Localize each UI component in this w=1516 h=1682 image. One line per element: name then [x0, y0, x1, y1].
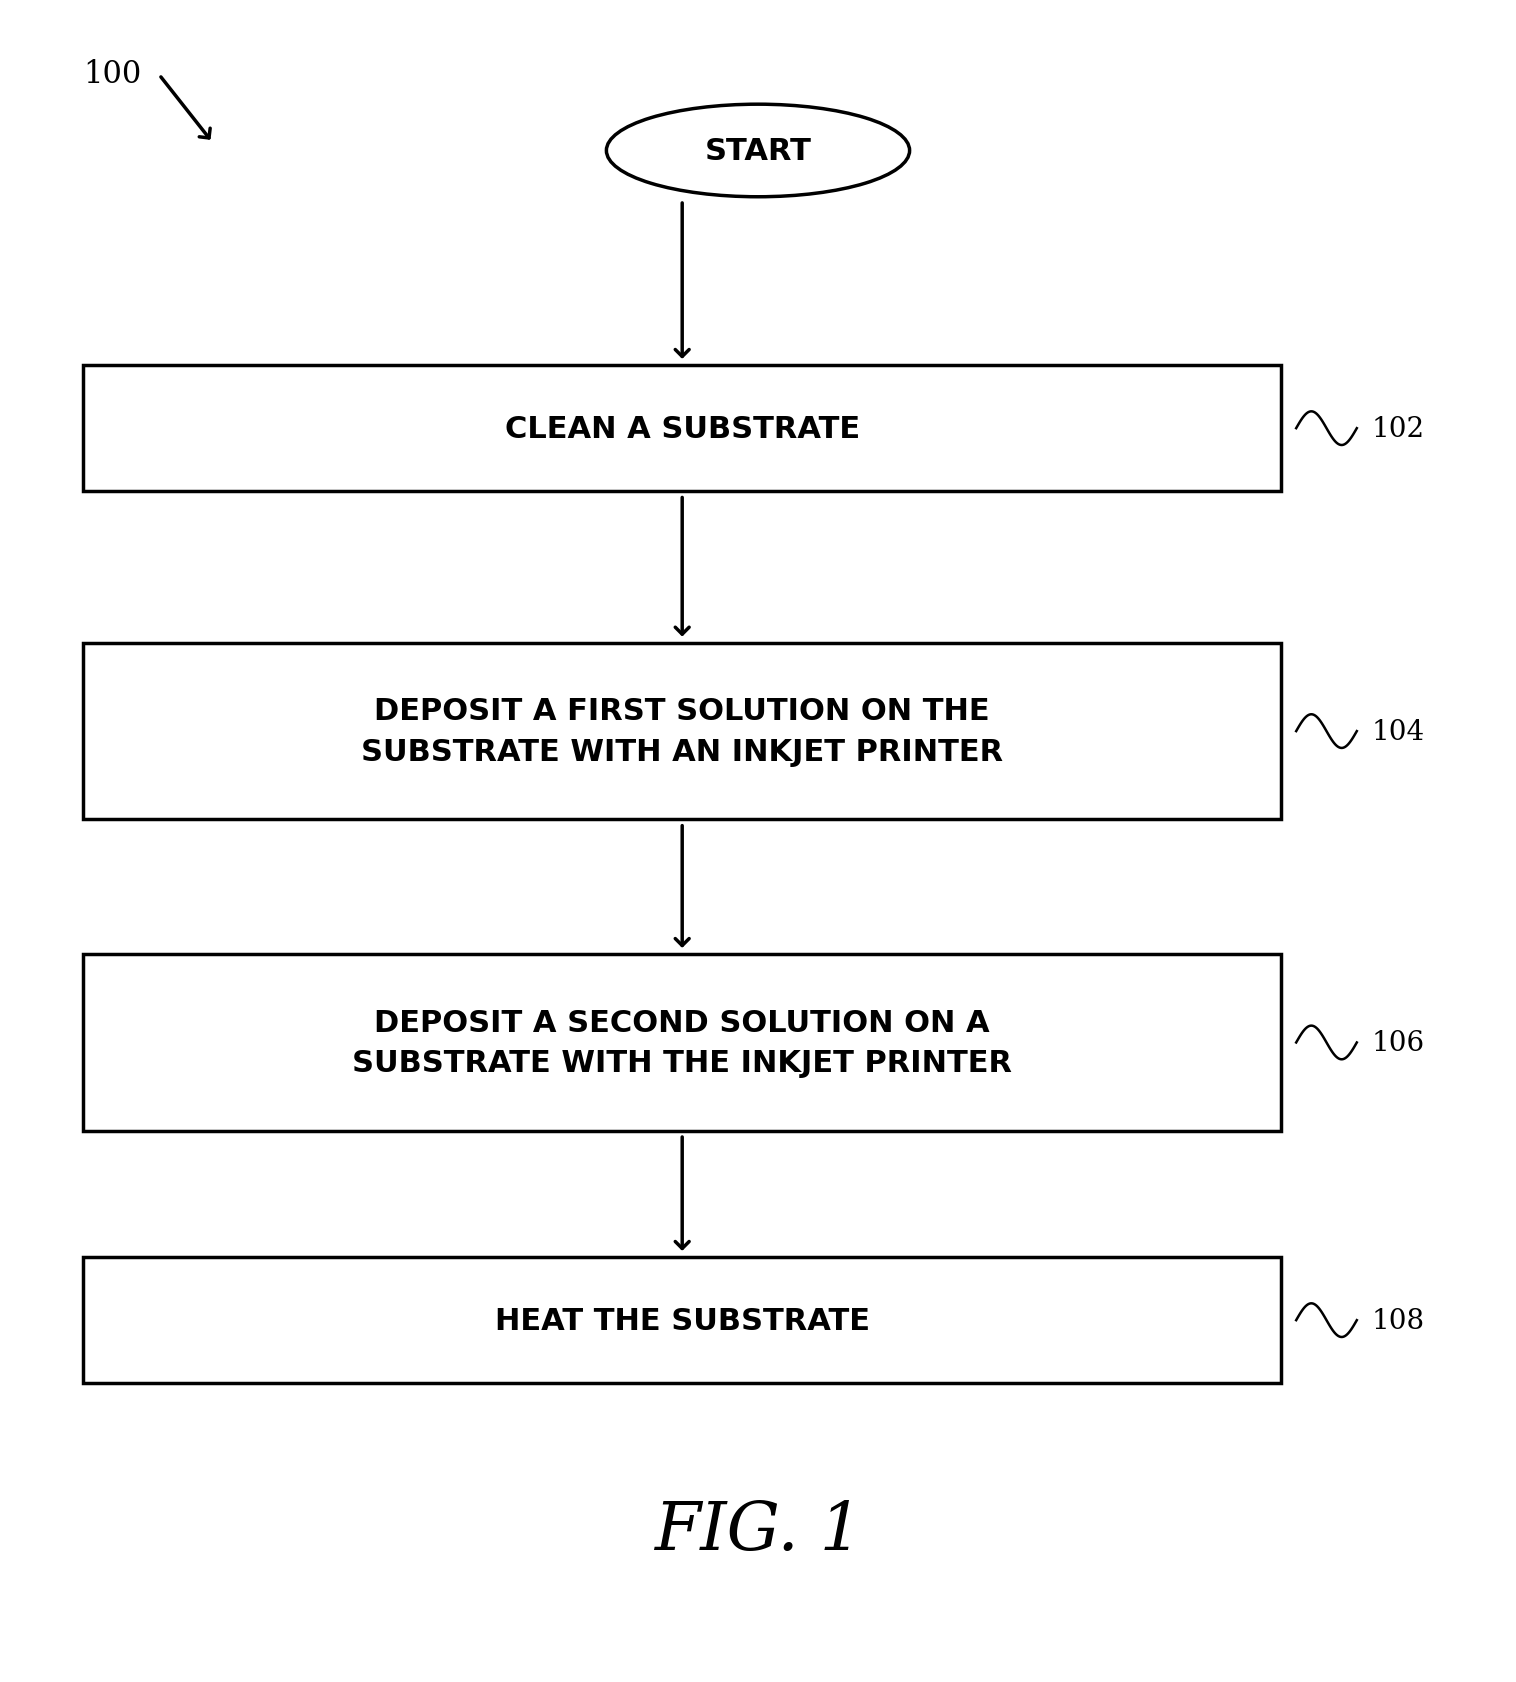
Text: CLEAN A SUBSTRATE: CLEAN A SUBSTRATE: [505, 414, 860, 444]
Text: 100: 100: [83, 59, 141, 89]
Text: START: START: [705, 136, 811, 167]
Bar: [83, 1258, 1281, 1383]
Text: DEPOSIT A FIRST SOLUTION ON THE
SUBSTRATE WITH AN INKJET PRINTER: DEPOSIT A FIRST SOLUTION ON THE SUBSTRAT…: [361, 696, 1004, 767]
Text: FIG. 1: FIG. 1: [653, 1499, 863, 1563]
Bar: [83, 644, 1281, 821]
Bar: [83, 955, 1281, 1130]
Text: 104: 104: [1372, 718, 1425, 745]
Text: HEAT THE SUBSTRATE: HEAT THE SUBSTRATE: [494, 1305, 870, 1336]
Text: 106: 106: [1372, 1029, 1425, 1056]
Ellipse shape: [606, 106, 910, 198]
Bar: [83, 367, 1281, 493]
Text: DEPOSIT A SECOND SOLUTION ON A
SUBSTRATE WITH THE INKJET PRINTER: DEPOSIT A SECOND SOLUTION ON A SUBSTRATE…: [352, 1008, 1013, 1078]
Text: 108: 108: [1372, 1307, 1425, 1334]
Text: 102: 102: [1372, 415, 1425, 442]
